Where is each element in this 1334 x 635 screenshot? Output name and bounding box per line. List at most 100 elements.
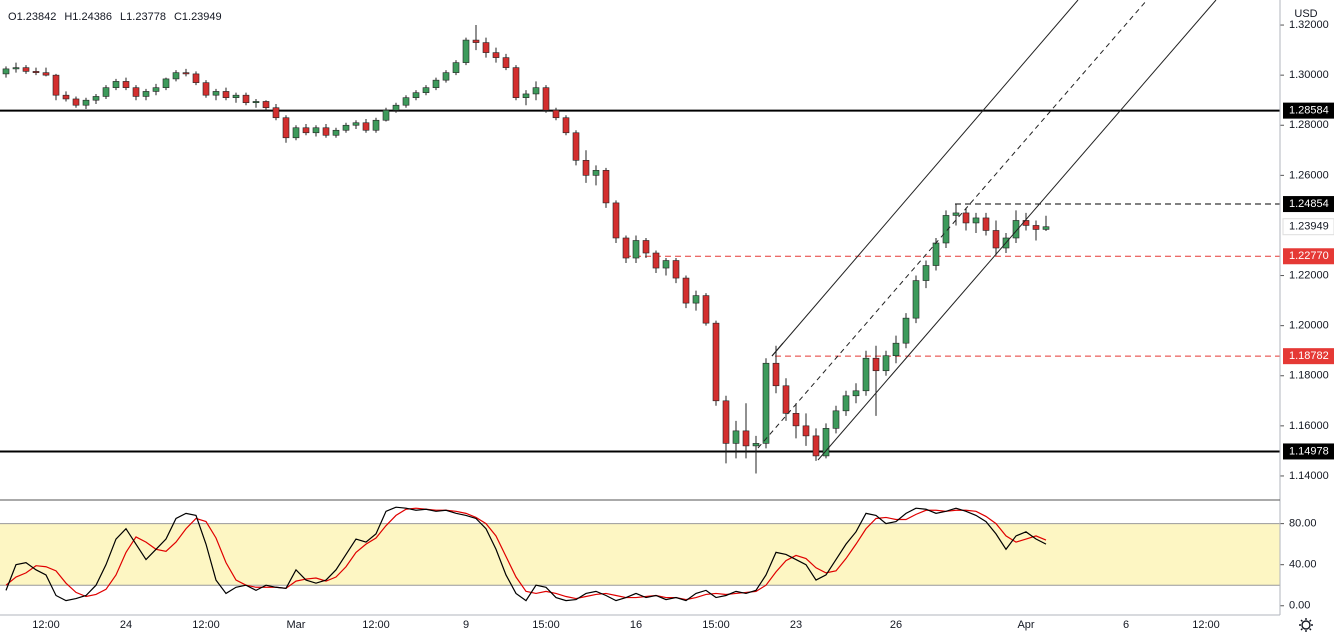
candle-body [132, 87, 140, 97]
candle-body [522, 93, 530, 98]
candle-body [212, 91, 220, 96]
ohlc-value: 1.24386 [72, 11, 112, 23]
candle-body [42, 72, 50, 76]
gear-body[interactable] [1301, 620, 1311, 630]
candle-body [852, 390, 860, 397]
candle-body [312, 127, 320, 134]
candle-body [582, 160, 590, 176]
candle-body [162, 78, 170, 88]
candle-body [632, 240, 640, 259]
current-price-label: 1.23949 [1289, 221, 1329, 233]
candle-body [322, 127, 330, 136]
candle-body [552, 109, 560, 119]
ohlc-key: C [174, 11, 182, 23]
candle-body [12, 67, 20, 70]
candle-body [412, 92, 420, 98]
candle-body [452, 62, 460, 73]
time-tick-label: 12:00 [32, 619, 60, 631]
candle-body [432, 79, 440, 88]
axes: 1.32000 1.30000 1.28000 1.26000 1.22000 1.200… [32, 19, 1334, 631]
candle-body [702, 295, 710, 324]
gear-teeth[interactable] [1299, 618, 1313, 632]
candle-body [272, 107, 280, 119]
candle-body [192, 73, 200, 83]
ohlc-key: H [64, 11, 72, 23]
time-tick-label: 9 [463, 619, 469, 631]
level-tag [1283, 348, 1334, 365]
candle-body [232, 94, 240, 98]
candle-body [52, 74, 60, 96]
time-tick-label: 12:00 [1192, 619, 1220, 631]
channel-upper [771, 0, 1079, 357]
candle-body [302, 127, 310, 134]
candle-body [762, 362, 770, 444]
candle-body [932, 242, 940, 266]
candle-body [392, 104, 400, 111]
candle-body [882, 355, 890, 372]
level-tag [1283, 196, 1334, 213]
level-tag-label: 1.14978 [1289, 445, 1329, 457]
candle-body [202, 82, 210, 96]
time-tick-label: 24 [120, 619, 132, 631]
candle-body [572, 132, 580, 161]
candle-body [32, 71, 40, 73]
price-tick-label: 1.26000 [1289, 169, 1329, 181]
ohlc-key: O [8, 11, 17, 23]
price-pane [0, 25, 1280, 474]
ohlc-value: 1.23949 [182, 11, 222, 23]
candle-body [72, 98, 80, 106]
candle-body [252, 101, 260, 104]
candle-body [862, 357, 870, 392]
oscillator-band [0, 523, 1280, 586]
candle-body [112, 81, 120, 88]
price-tick-label: 1.20000 [1289, 320, 1329, 332]
candle-body [892, 342, 900, 357]
time-tick-label: 12:00 [362, 619, 390, 631]
ohlc-value: 1.23778 [126, 11, 166, 23]
level-tag [1283, 443, 1334, 460]
ohlc-header: O1.23842 H1.24386 L1.23778 C1.23949 [8, 11, 222, 23]
candle-body [182, 72, 190, 75]
candle-body [1042, 226, 1050, 230]
channel-edge [771, 342, 784, 357]
time-tick-label: Apr [1017, 619, 1034, 631]
candle-body [1032, 225, 1040, 230]
candle-body [962, 212, 970, 224]
time-tick-label: 16 [630, 619, 642, 631]
candle-body [462, 39, 470, 63]
price-tick-label: 1.22000 [1289, 269, 1329, 281]
level-tag [1283, 248, 1334, 265]
candle-body [662, 260, 670, 269]
price-tick-label: 1.16000 [1289, 420, 1329, 432]
level-tag [1283, 102, 1334, 119]
oscillator-line [5, 507, 1047, 601]
candle-body [542, 87, 550, 111]
candle-body [752, 443, 760, 447]
time-tick-label: 26 [890, 619, 902, 631]
candle-body [602, 170, 610, 204]
candle-body [732, 430, 740, 444]
candle-body [222, 91, 230, 98]
currency-label: USD [1294, 8, 1317, 20]
parallel-channel [757, 0, 1217, 461]
price-tick-label: 1.18000 [1289, 370, 1329, 382]
candle-body [952, 212, 960, 216]
oscillator-tick-label: 0.00 [1289, 600, 1310, 612]
candle-body [382, 109, 390, 121]
candle-body [532, 87, 540, 95]
candle-body [592, 170, 600, 176]
candle-body [482, 42, 490, 53]
candle-body [492, 52, 500, 58]
settings-icon[interactable] [1299, 618, 1313, 632]
price-tick-label: 1.28000 [1289, 119, 1329, 131]
candle-body [372, 119, 380, 131]
candle-body [292, 127, 300, 139]
oscillator-pane [0, 506, 1280, 602]
candle-body [1022, 220, 1030, 226]
candle-body [152, 87, 160, 92]
level-tag-label: 1.24854 [1289, 198, 1329, 210]
candle-body [1012, 220, 1020, 239]
candle-body [682, 277, 690, 304]
candle-body [362, 122, 370, 131]
